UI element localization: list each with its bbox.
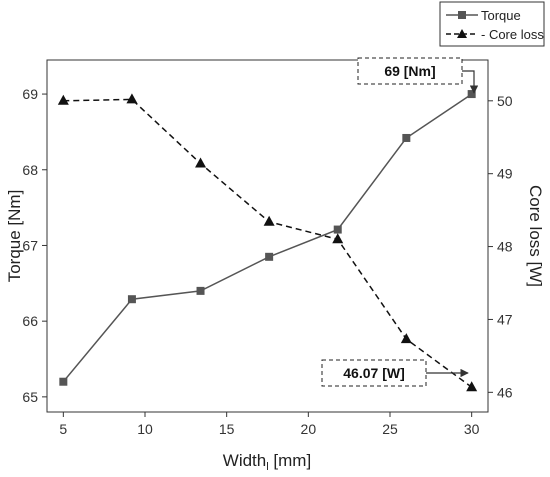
data-point-core-loss — [57, 94, 69, 105]
y-right-tick-label: 49 — [497, 166, 513, 182]
data-point-core-loss — [400, 333, 412, 344]
annotation-torque-text: 69 [Nm] — [384, 63, 435, 79]
y-axis-left-title: Torque [Nm] — [5, 190, 24, 283]
series-line-torque — [62, 93, 473, 383]
annotation-coreloss: 46.07 [W] — [321, 359, 469, 387]
y-right-tick-label: 46 — [497, 384, 513, 400]
y-right-tick-label: 48 — [497, 239, 513, 255]
y-left-tick-label: 67 — [22, 237, 38, 253]
annotation-coreloss-box — [321, 359, 427, 387]
y-right-tick-label: 50 — [497, 93, 513, 109]
x-axis-title: Widthl [mm] — [223, 451, 311, 473]
y-left-tick-label: 69 — [22, 86, 38, 102]
y-axis-right: 46 47 48 49 50 — [488, 93, 513, 400]
y-axis-left: 65 66 67 68 69 — [22, 86, 47, 405]
series-layer — [57, 90, 478, 392]
x-tick-label: 5 — [59, 421, 67, 437]
legend-box — [439, 1, 545, 47]
y-axis-right-title: Core loss [W] — [526, 185, 545, 287]
legend: Torque - Core loss — [439, 1, 545, 47]
annotation-coreloss-text: 46.07 [W] — [343, 365, 404, 381]
data-point-torque — [265, 252, 274, 261]
data-point-torque — [196, 286, 205, 295]
plot-frame — [46, 59, 489, 413]
x-tick-label: 10 — [137, 421, 153, 437]
legend-coreloss-marker — [457, 29, 467, 38]
data-point-torque — [402, 133, 411, 142]
x-axis: 5 10 15 20 25 30 — [59, 412, 480, 437]
series-line-core-loss — [63, 98, 473, 388]
annotation-torque: 69 [Nm] — [357, 57, 479, 94]
annotation-torque-box — [357, 57, 463, 85]
y-left-tick-label: 68 — [22, 162, 38, 178]
x-tick-label: 15 — [219, 421, 235, 437]
legend-torque-marker — [458, 11, 466, 19]
y-left-tick-label: 65 — [22, 389, 38, 405]
x-tick-label: 20 — [301, 421, 317, 437]
legend-coreloss-label: - Core loss — [481, 27, 544, 42]
data-point-core-loss — [126, 93, 138, 104]
data-point-torque — [59, 377, 68, 386]
y-left-tick-label: 66 — [22, 313, 38, 329]
data-point-torque — [127, 295, 136, 304]
x-axis-title-main: Width — [223, 451, 266, 470]
data-point-torque — [467, 90, 476, 99]
data-point-core-loss — [195, 157, 207, 168]
y-right-tick-label: 47 — [497, 311, 513, 327]
x-tick-label: 30 — [464, 421, 480, 437]
data-point-core-loss — [263, 215, 275, 226]
x-axis-title-unit: [mm] — [269, 451, 312, 470]
data-point-torque — [333, 225, 342, 234]
x-tick-label: 25 — [382, 421, 398, 437]
legend-torque-label: Torque — [481, 8, 521, 23]
data-point-core-loss — [332, 233, 344, 244]
annotation-torque-arrow — [462, 70, 479, 94]
x-axis-title-subscript: l — [266, 461, 268, 473]
data-point-core-loss — [466, 381, 478, 392]
